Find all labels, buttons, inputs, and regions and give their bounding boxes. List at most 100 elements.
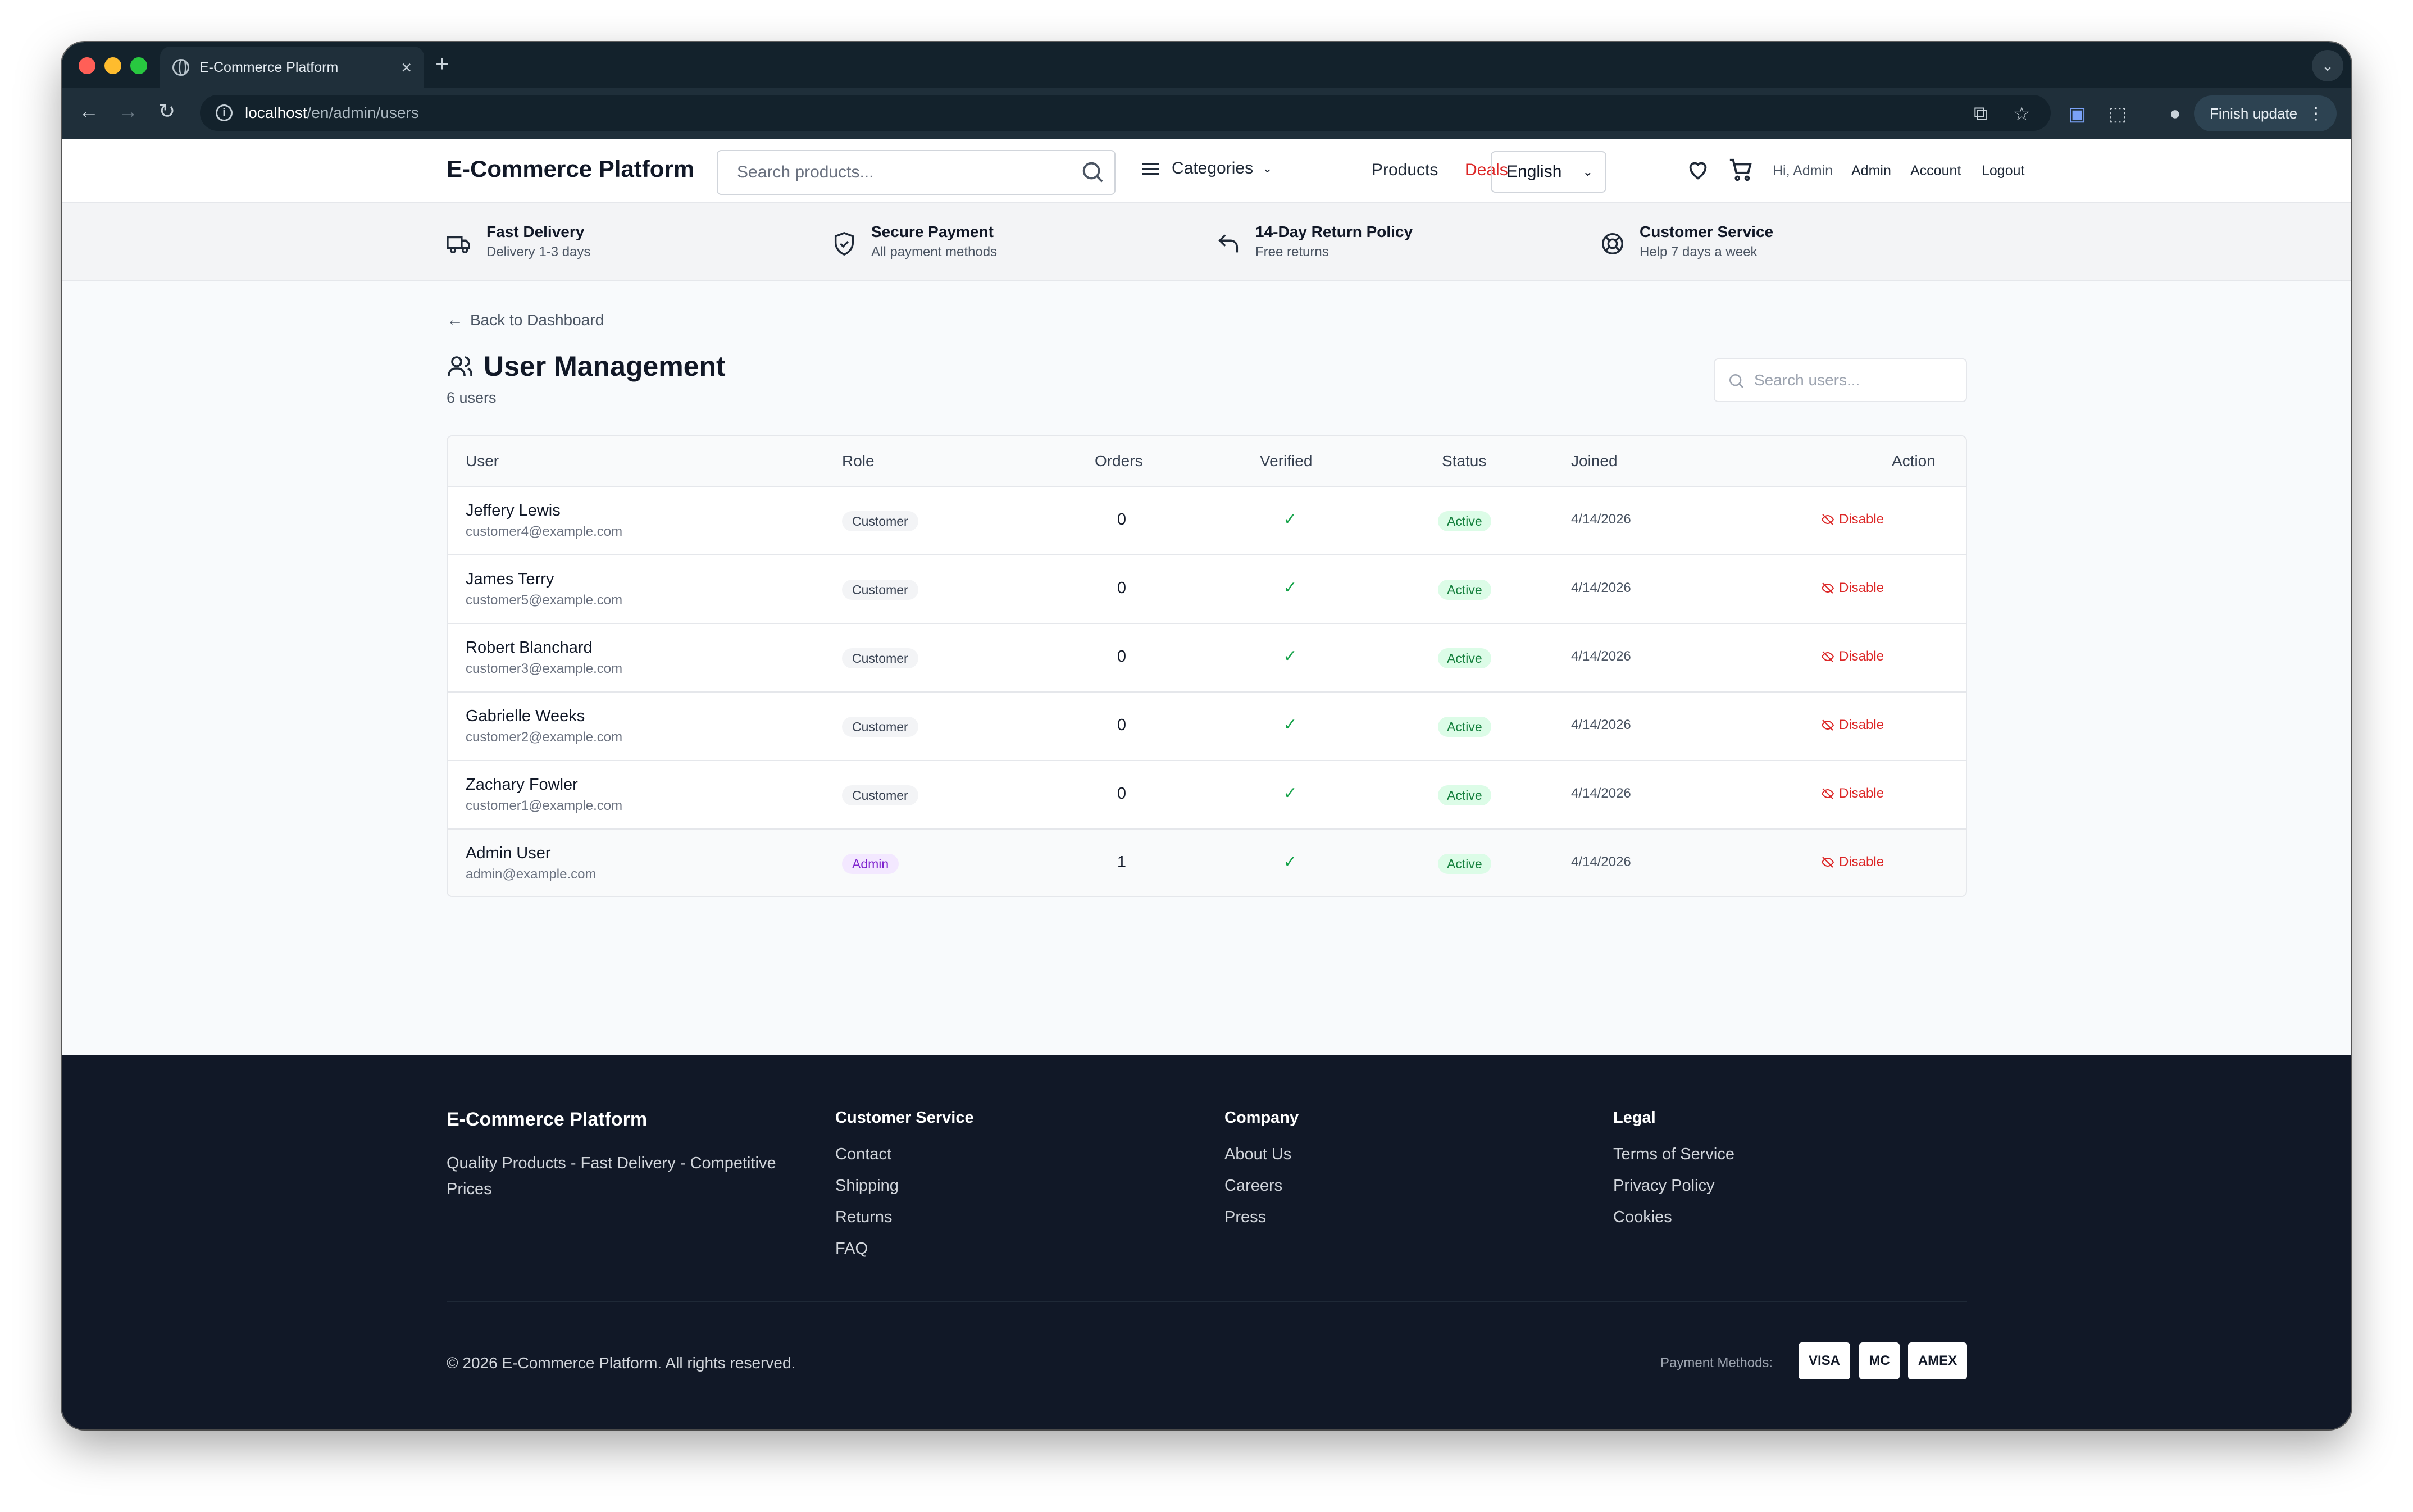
feature-title: 14-Day Return Policy — [1255, 223, 1413, 240]
orders-count: 0 — [1117, 785, 1127, 803]
disable-user-button[interactable]: Disable — [1821, 580, 1884, 596]
back-to-dashboard-link[interactable]: ← Back to Dashboard — [447, 311, 604, 330]
payment-badge-amex: AMEX — [1908, 1342, 1967, 1379]
language-select[interactable]: English ⌄ — [1491, 151, 1606, 193]
orders-count: 0 — [1117, 511, 1127, 529]
feature-return-policy: 14-Day Return Policy Free returns — [1215, 223, 1413, 260]
address-bar[interactable]: i localhost/en/admin/users — [200, 95, 2051, 131]
eye-off-icon — [1821, 719, 1834, 731]
forward-arrow-icon[interactable]: → — [118, 99, 138, 122]
page-title-text: User Management — [484, 350, 726, 382]
feature-title: Customer Service — [1640, 223, 1774, 240]
footer-link-returns[interactable]: Returns — [835, 1208, 893, 1226]
user-name: Zachary Fowler — [466, 776, 578, 794]
menu-icon — [1142, 160, 1159, 178]
close-tab-icon[interactable]: × — [401, 57, 412, 78]
verified-check-icon: ✓ — [1283, 784, 1297, 803]
url-path: /en/admin/users — [307, 104, 419, 121]
feature-title: Secure Payment — [871, 223, 994, 240]
footer-link-cookies[interactable]: Cookies — [1613, 1208, 1672, 1226]
browser-tab-bar: E-Commerce Platform × + ⌄ — [62, 42, 2351, 88]
site-brand[interactable]: E-Commerce Platform — [447, 156, 695, 182]
table-row: Robert Blanchard customer3@example.com C… — [448, 624, 1966, 693]
user-email: customer4@example.com — [466, 524, 623, 539]
joined-date: 4/14/2026 — [1571, 649, 1631, 664]
extensions-puzzle-icon[interactable]: ⬚ — [2109, 103, 2127, 125]
eye-off-icon — [1821, 651, 1834, 662]
disable-label: Disable — [1839, 786, 1884, 801]
role-badge: Customer — [842, 580, 918, 600]
tab-search-chevron-icon[interactable]: ⌄ — [2312, 50, 2343, 81]
footer-link-contact[interactable]: Contact — [835, 1145, 891, 1163]
undo-arrow-icon — [1218, 234, 1239, 253]
nav-deals-link[interactable]: Deals — [1465, 161, 1508, 179]
footer-link-faq[interactable]: FAQ — [835, 1240, 868, 1258]
globe-icon — [172, 59, 189, 76]
search-icon — [1729, 374, 1743, 388]
browser-window: E-Commerce Platform × + ⌄ ← → ↻ i localh… — [62, 42, 2351, 1429]
reload-icon[interactable]: ↻ — [158, 99, 176, 122]
nav-admin-link[interactable]: Admin — [1851, 163, 1891, 179]
logout-link[interactable]: Logout — [1982, 163, 2025, 179]
feature-title: Fast Delivery — [486, 223, 585, 240]
users-table: User Role Orders Verified Status Joined … — [447, 435, 1967, 897]
page-title: User Management — [447, 350, 726, 382]
categories-menu-button[interactable]: Categories ⌄ — [1142, 159, 1273, 178]
eye-off-icon — [1821, 582, 1834, 594]
nav-account-link[interactable]: Account — [1910, 163, 1961, 179]
footer-link-about-us[interactable]: About Us — [1224, 1145, 1292, 1163]
site-info-icon[interactable]: i — [216, 104, 233, 121]
cart-icon[interactable] — [1728, 157, 1754, 183]
user-search-input[interactable]: Search users... — [1714, 358, 1967, 402]
footer-link-shipping[interactable]: Shipping — [835, 1177, 899, 1195]
footer-link-careers[interactable]: Careers — [1224, 1177, 1283, 1195]
heart-icon[interactable] — [1685, 157, 1711, 183]
user-email: admin@example.com — [466, 867, 597, 882]
close-window-button[interactable] — [79, 57, 95, 74]
footer-column-customer-service: Customer Service Contact Shipping Return… — [835, 1109, 974, 1271]
column-header-role: Role — [842, 452, 875, 470]
disable-user-button[interactable]: Disable — [1821, 649, 1884, 664]
disable-user-button[interactable]: Disable — [1821, 786, 1884, 801]
footer-link-terms[interactable]: Terms of Service — [1613, 1145, 1734, 1163]
back-arrow-icon[interactable]: ← — [79, 99, 99, 122]
user-name: Jeffery Lewis — [466, 502, 561, 520]
user-name: Robert Blanchard — [466, 639, 593, 657]
finish-update-button[interactable]: Finish update ⋮ — [2194, 95, 2337, 131]
role-badge: Customer — [842, 717, 918, 737]
disable-user-button[interactable]: Disable — [1821, 854, 1884, 870]
joined-date: 4/14/2026 — [1571, 786, 1631, 801]
maximize-window-button[interactable] — [130, 57, 147, 74]
users-icon — [448, 356, 472, 376]
footer-link-press[interactable]: Press — [1224, 1208, 1267, 1226]
table-row: Admin User admin@example.com Admin 1 ✓ A… — [448, 830, 1966, 896]
feature-subtitle: Help 7 days a week — [1640, 244, 1758, 259]
status-badge: Active — [1438, 580, 1491, 600]
cast-icon[interactable]: ⧉ — [1974, 103, 1988, 124]
categories-label: Categories — [1172, 159, 1254, 177]
orders-count: 1 — [1117, 853, 1127, 871]
column-header-user: User — [466, 452, 499, 470]
new-tab-plus-icon[interactable]: + — [435, 50, 449, 76]
verified-check-icon: ✓ — [1283, 579, 1297, 597]
eye-off-icon — [1821, 514, 1834, 525]
browser-tab[interactable]: E-Commerce Platform × — [160, 47, 424, 88]
status-badge: Active — [1438, 511, 1491, 531]
url-host: localhost — [245, 104, 307, 121]
feature-fast-delivery: Fast Delivery Delivery 1-3 days — [447, 223, 590, 260]
github-icon[interactable]: ● — [2169, 103, 2181, 124]
minimize-window-button[interactable] — [104, 57, 121, 74]
user-count: 6 users — [447, 389, 497, 406]
orders-count: 0 — [1117, 579, 1127, 597]
footer-link-privacy[interactable]: Privacy Policy — [1613, 1177, 1715, 1195]
features-band: Fast Delivery Delivery 1-3 days Secure P… — [62, 203, 2351, 281]
disable-user-button[interactable]: Disable — [1821, 717, 1884, 733]
bookmark-star-icon[interactable]: ☆ — [2013, 103, 2030, 125]
payment-methods-label: Payment Methods: — [1660, 1355, 1773, 1370]
disable-user-button[interactable]: Disable — [1821, 512, 1884, 527]
column-header-verified: Verified — [1260, 452, 1313, 470]
product-search-input[interactable]: Search products... — [717, 150, 1116, 195]
translate-icon[interactable]: ▣ — [2068, 103, 2087, 125]
nav-products-link[interactable]: Products — [1372, 161, 1438, 179]
search-icon[interactable] — [1080, 159, 1105, 185]
